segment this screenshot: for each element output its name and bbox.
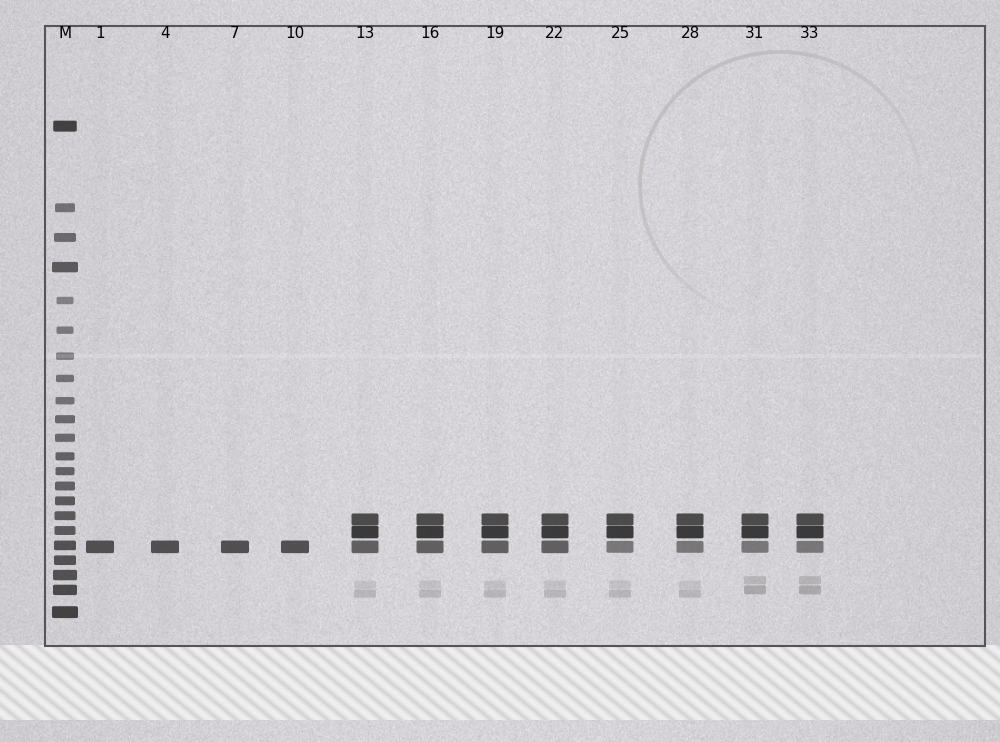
FancyBboxPatch shape [54,555,76,565]
FancyBboxPatch shape [52,606,78,618]
FancyBboxPatch shape [55,496,75,505]
FancyBboxPatch shape [679,589,701,598]
FancyBboxPatch shape [56,397,74,404]
FancyBboxPatch shape [744,585,766,594]
FancyBboxPatch shape [54,526,76,535]
Text: 4: 4 [160,26,170,41]
FancyBboxPatch shape [151,540,179,554]
FancyBboxPatch shape [482,526,508,539]
FancyBboxPatch shape [797,526,824,539]
FancyBboxPatch shape [542,540,569,554]
Text: M: M [58,26,72,41]
FancyBboxPatch shape [55,203,75,212]
Text: 22: 22 [545,26,565,41]
Text: 33: 33 [800,26,820,41]
Text: 7: 7 [230,26,240,41]
FancyBboxPatch shape [352,526,378,539]
FancyBboxPatch shape [797,513,824,525]
FancyBboxPatch shape [56,297,74,304]
FancyBboxPatch shape [542,513,569,525]
Text: 16: 16 [420,26,440,41]
FancyBboxPatch shape [742,513,769,525]
FancyBboxPatch shape [419,589,441,598]
FancyBboxPatch shape [352,513,378,525]
FancyBboxPatch shape [606,541,634,553]
FancyBboxPatch shape [56,326,74,334]
FancyBboxPatch shape [54,511,76,520]
FancyBboxPatch shape [56,467,74,476]
FancyBboxPatch shape [54,540,76,551]
FancyBboxPatch shape [676,513,704,525]
FancyBboxPatch shape [56,352,74,360]
FancyBboxPatch shape [542,526,569,539]
FancyBboxPatch shape [352,540,378,554]
FancyBboxPatch shape [799,585,821,594]
FancyBboxPatch shape [419,580,441,589]
FancyBboxPatch shape [484,589,506,598]
FancyBboxPatch shape [55,482,75,490]
FancyBboxPatch shape [742,526,769,539]
Text: 28: 28 [680,26,700,41]
FancyBboxPatch shape [53,120,77,132]
Text: 19: 19 [485,26,505,41]
FancyBboxPatch shape [416,526,444,539]
FancyBboxPatch shape [544,580,566,589]
FancyBboxPatch shape [676,541,704,553]
FancyBboxPatch shape [56,375,74,382]
FancyBboxPatch shape [676,526,704,539]
FancyBboxPatch shape [609,589,631,598]
FancyBboxPatch shape [799,576,821,585]
FancyBboxPatch shape [354,580,376,589]
FancyBboxPatch shape [53,570,77,580]
FancyBboxPatch shape [416,540,444,554]
FancyBboxPatch shape [482,513,508,525]
FancyBboxPatch shape [744,576,766,585]
FancyBboxPatch shape [482,540,508,554]
FancyBboxPatch shape [484,580,506,589]
FancyBboxPatch shape [606,513,634,525]
FancyBboxPatch shape [416,513,444,525]
FancyBboxPatch shape [606,526,634,539]
FancyBboxPatch shape [53,585,77,595]
FancyBboxPatch shape [55,416,75,423]
FancyBboxPatch shape [54,121,76,131]
FancyBboxPatch shape [797,541,824,553]
FancyBboxPatch shape [354,589,376,598]
FancyBboxPatch shape [742,541,769,553]
FancyBboxPatch shape [609,580,631,589]
FancyBboxPatch shape [52,262,78,272]
FancyBboxPatch shape [56,452,74,460]
Text: 13: 13 [355,26,375,41]
Text: 25: 25 [610,26,630,41]
FancyBboxPatch shape [544,589,566,598]
Text: 10: 10 [285,26,305,41]
FancyBboxPatch shape [679,580,701,589]
FancyBboxPatch shape [54,233,76,242]
Text: 31: 31 [745,26,765,41]
FancyBboxPatch shape [281,540,309,554]
FancyBboxPatch shape [221,540,249,554]
Text: 1: 1 [95,26,105,41]
FancyBboxPatch shape [55,433,75,442]
FancyBboxPatch shape [86,540,114,554]
